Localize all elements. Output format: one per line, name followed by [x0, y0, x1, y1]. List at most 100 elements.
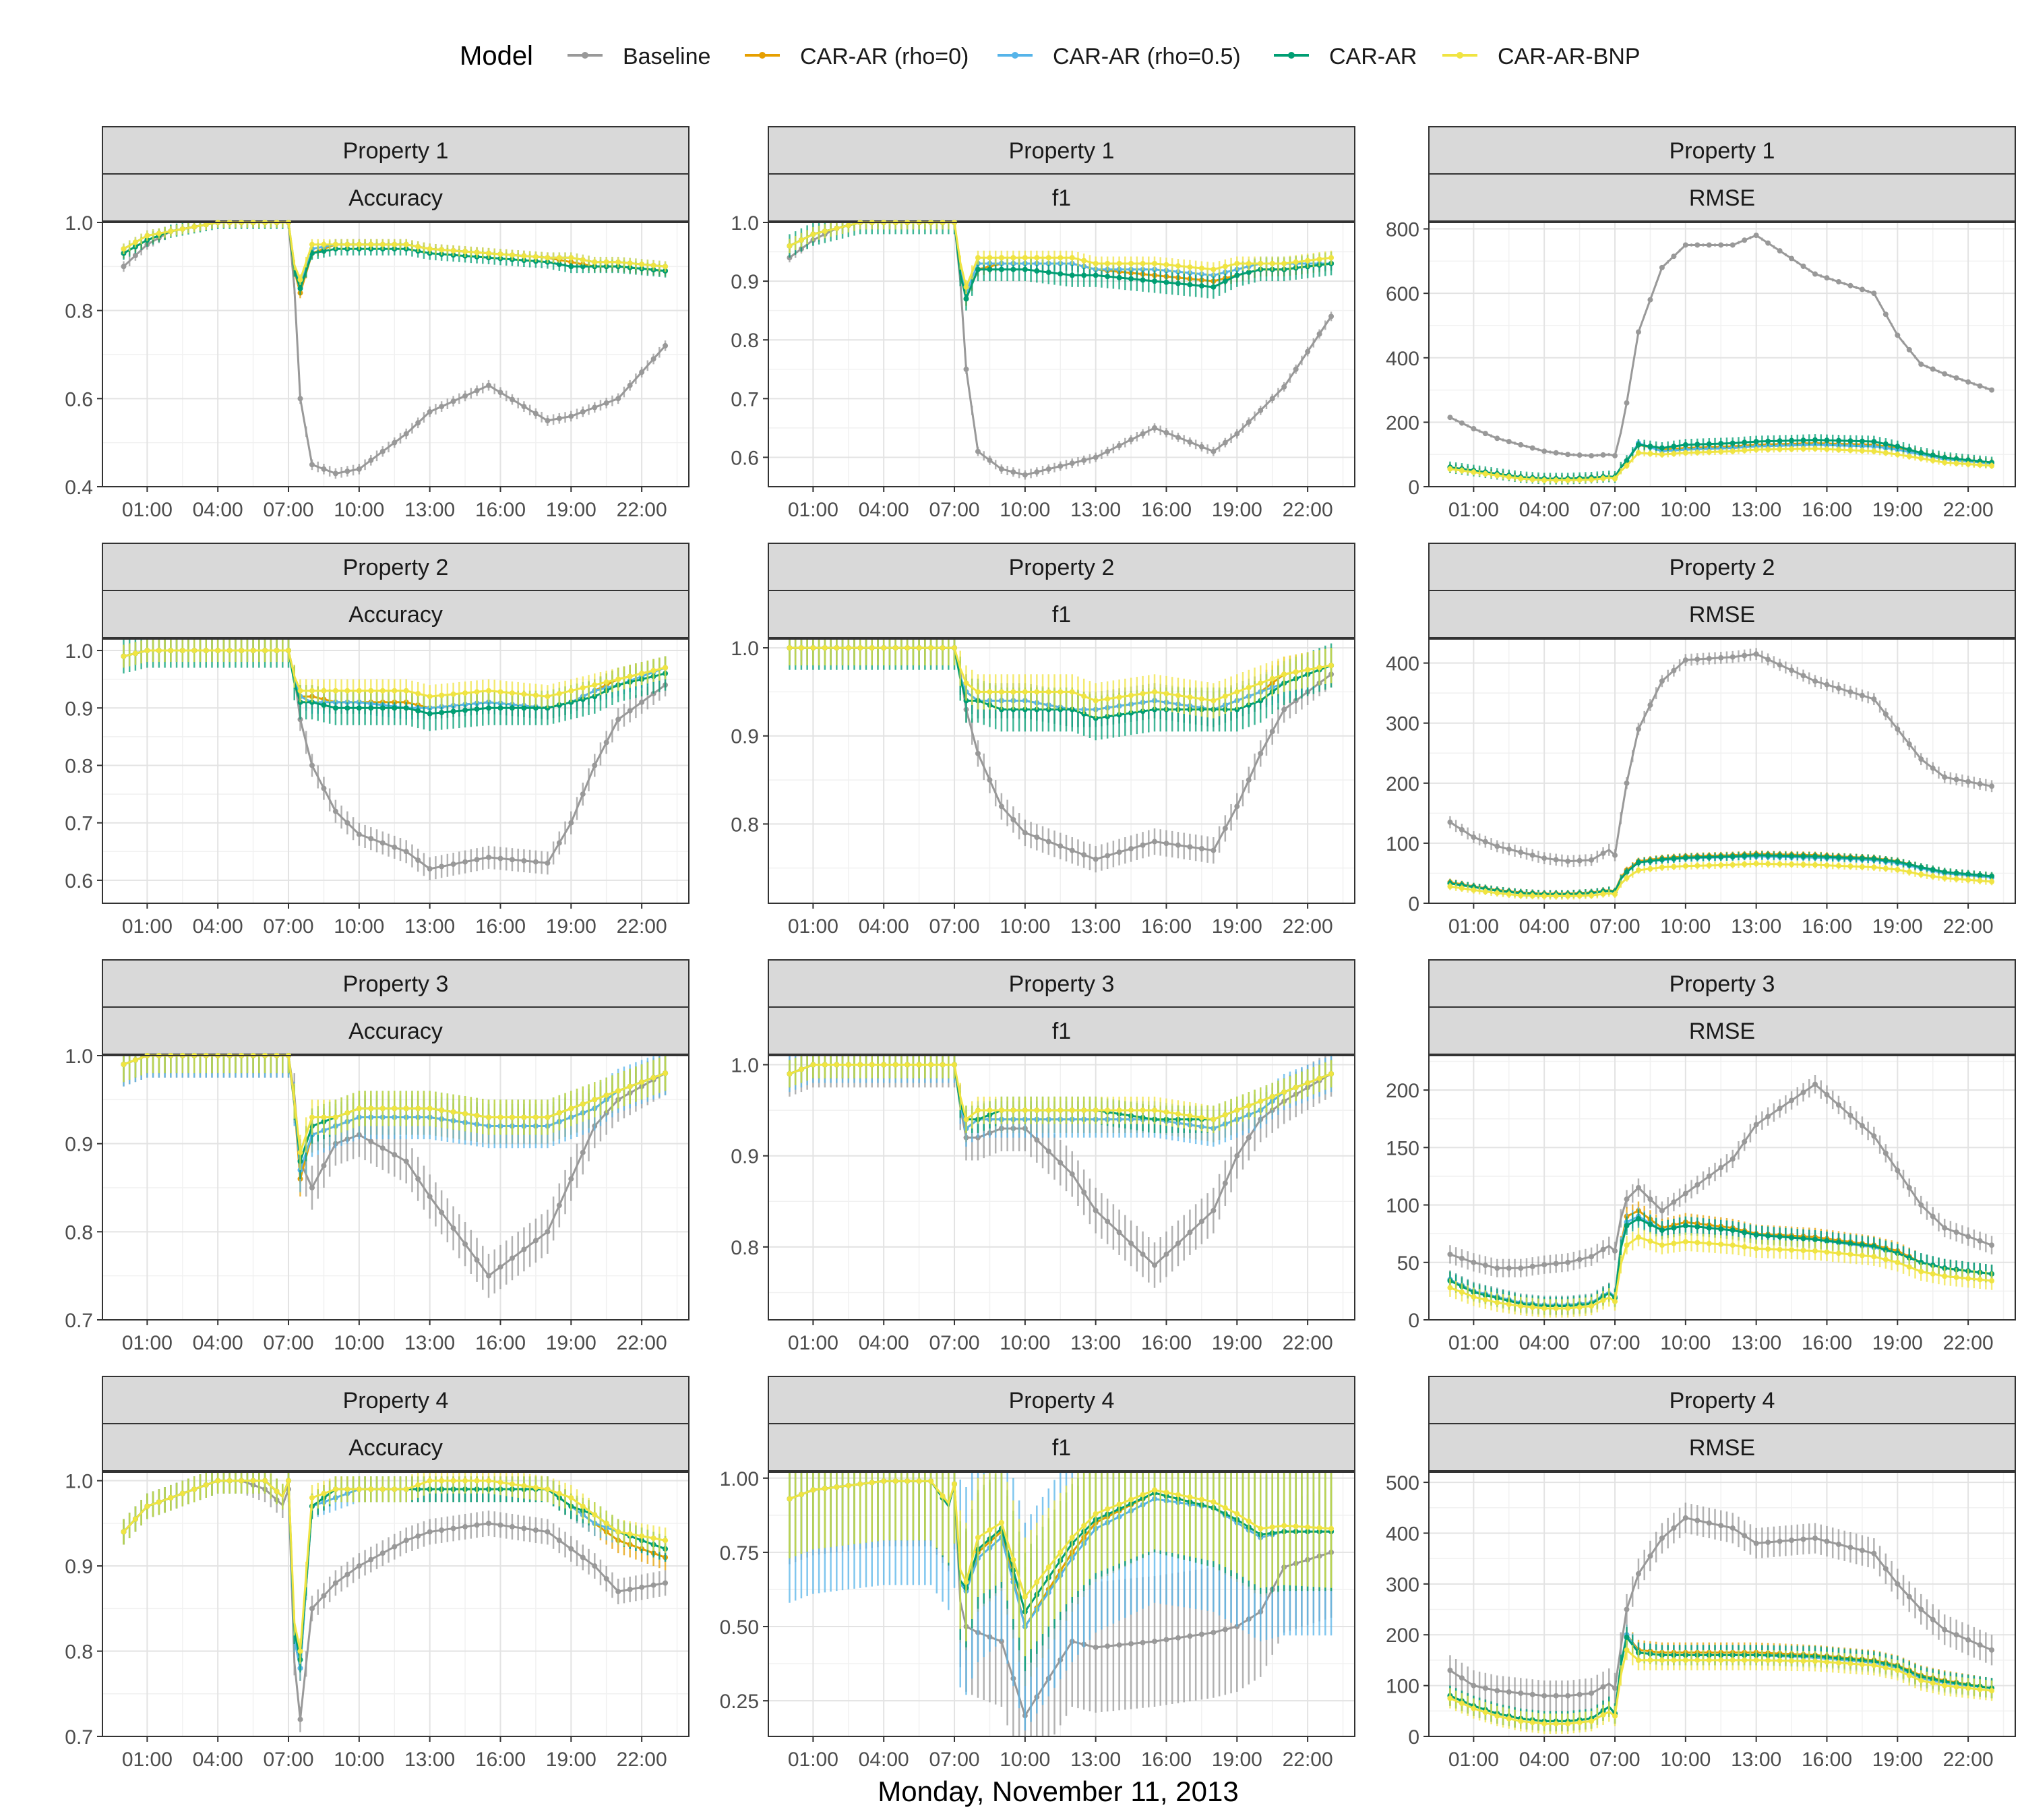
data-point: [1942, 774, 1948, 780]
data-point: [1246, 777, 1252, 783]
data-point: [1953, 870, 1959, 876]
data-point: [1482, 471, 1488, 477]
data-point: [1624, 400, 1630, 406]
data-point: [1800, 446, 1806, 452]
data-point: [321, 241, 327, 247]
x-tick-label: 07:00: [929, 499, 979, 521]
data-point: [568, 1176, 574, 1182]
data-point: [474, 249, 480, 255]
data-point: [1718, 655, 1724, 661]
data-point: [286, 648, 292, 654]
data-point: [1034, 835, 1040, 840]
data-point: [132, 253, 138, 258]
data-point: [1034, 255, 1040, 261]
data-point: [1729, 440, 1736, 446]
data-point: [1022, 689, 1028, 695]
data-point: [1906, 346, 1912, 353]
series-car-ar-bnp: [787, 639, 1335, 719]
data-point: [132, 239, 138, 245]
data-point: [627, 673, 633, 679]
data-point: [1316, 256, 1322, 262]
facet-strip-bottom-label: Accuracy: [348, 185, 443, 211]
data-point: [392, 241, 398, 247]
data-point: [1659, 856, 1665, 862]
data-point: [1718, 862, 1724, 868]
data-point: [1965, 457, 1971, 463]
data-point: [509, 1255, 515, 1261]
data-point: [1824, 854, 1830, 860]
data-point: [1742, 861, 1748, 868]
x-tick-label: 10:00: [334, 499, 384, 521]
data-point: [869, 645, 875, 651]
data-point: [462, 393, 468, 399]
facet-strip-bottom-label: Accuracy: [348, 602, 443, 628]
facet-strip-top: [102, 126, 690, 175]
data-point: [1895, 452, 1901, 458]
data-point: [1269, 675, 1275, 681]
data-point: [1612, 453, 1618, 459]
data-point: [1835, 863, 1841, 869]
data-point: [1234, 260, 1240, 266]
facet-strip-bottom: [102, 173, 690, 222]
data-point: [568, 264, 574, 270]
data-point: [1753, 651, 1759, 657]
y-tick-label: 0.8: [65, 301, 93, 323]
data-point: [1777, 853, 1783, 859]
data-point: [1081, 272, 1087, 278]
data-point: [368, 688, 374, 694]
data-point: [1859, 863, 1865, 870]
data-point: [1989, 387, 1995, 393]
data-point: [1659, 452, 1665, 458]
data-point: [1258, 260, 1264, 266]
data-point: [1706, 449, 1712, 455]
data-point: [1671, 855, 1677, 861]
data-point: [556, 840, 562, 846]
data-point: [203, 222, 209, 228]
panel-border: [1428, 222, 2016, 487]
data-point: [439, 710, 445, 716]
x-tick-label: 13:00: [1731, 915, 1781, 938]
data-point: [1882, 866, 1889, 872]
data-point: [1635, 329, 1641, 335]
data-point: [1105, 274, 1111, 280]
data-point: [1835, 686, 1841, 692]
data-point: [1506, 439, 1512, 445]
data-point: [568, 820, 574, 826]
data-point: [1269, 729, 1275, 735]
data-point: [1328, 313, 1335, 320]
facet-strip-bottom-label: Accuracy: [348, 1019, 443, 1044]
data-point: [1163, 691, 1169, 697]
data-point: [1589, 453, 1595, 459]
data-point: [309, 762, 315, 768]
data-point: [1977, 878, 1983, 884]
data-point: [497, 689, 503, 695]
y-tick-label: 0.9: [731, 726, 759, 748]
data-point: [1930, 452, 1936, 458]
data-point: [1789, 861, 1795, 868]
data-point: [321, 702, 327, 708]
facet-strip-bottom: [1428, 173, 2016, 222]
data-point: [1835, 437, 1841, 444]
data-point: [509, 252, 515, 258]
data-point: [975, 255, 981, 261]
data-point: [1812, 437, 1818, 443]
data-point: [1293, 366, 1299, 372]
data-point: [592, 762, 598, 768]
data-point: [1116, 849, 1122, 855]
y-tick-label: 1.0: [65, 212, 93, 235]
data-point: [356, 688, 362, 694]
x-tick-label: 13:00: [1731, 499, 1781, 521]
data-point: [1069, 272, 1075, 278]
data-point: [1942, 460, 1948, 466]
y-tick-label: 600: [1386, 283, 1419, 305]
data-point: [987, 457, 993, 463]
data-point: [1258, 680, 1264, 686]
facet-strip-top-label: Property 2: [1669, 555, 1775, 580]
data-point: [1624, 462, 1630, 468]
data-point: [297, 276, 303, 282]
data-point: [1742, 653, 1748, 659]
x-tick-label: 19:00: [546, 499, 596, 521]
data-point: [1589, 857, 1595, 863]
data-point: [1953, 375, 1959, 381]
data-point: [1824, 437, 1830, 444]
